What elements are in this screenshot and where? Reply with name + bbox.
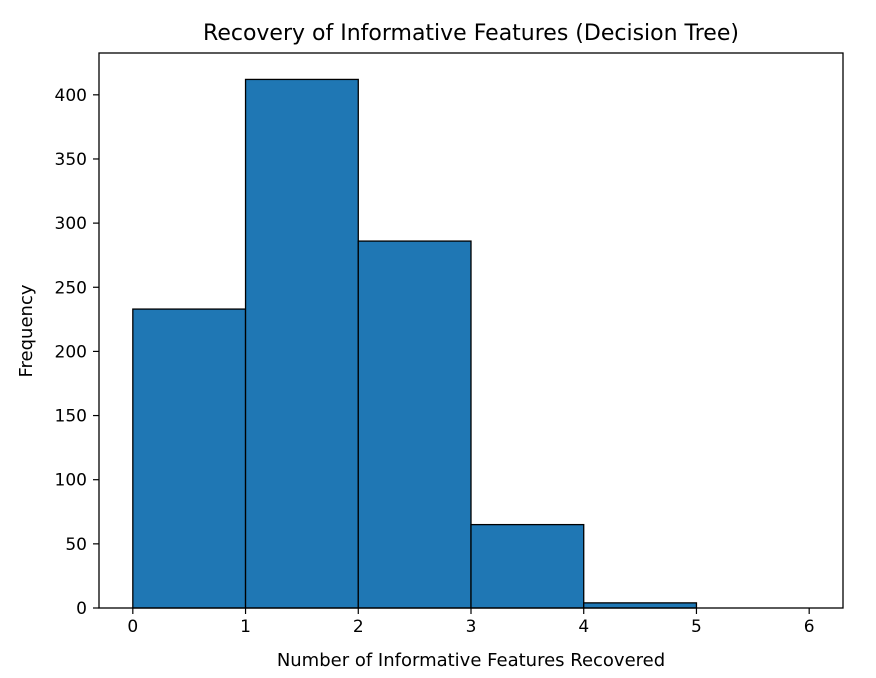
y-tick-label: 200	[55, 342, 87, 362]
y-tick-label: 50	[65, 535, 87, 555]
x-tick-label: 4	[578, 617, 589, 637]
y-tick-label: 250	[55, 278, 87, 298]
histogram-bar	[357, 240, 472, 609]
x-tick-label: 5	[691, 617, 702, 637]
y-axis-ticks: 0 50 100 150 200 250 300 350 400	[55, 86, 99, 619]
x-tick-label: 1	[240, 617, 251, 637]
histogram-bar	[470, 523, 585, 609]
y-tick-label: 150	[55, 407, 87, 427]
x-axis-label: Number of Informative Features Recovered	[277, 650, 665, 671]
y-axis-label: Frequency	[16, 284, 37, 377]
x-tick-label: 6	[804, 617, 815, 637]
x-tick-label: 3	[466, 617, 477, 637]
y-tick-label: 300	[55, 214, 87, 234]
y-tick-label: 400	[55, 86, 87, 106]
bars-group	[132, 78, 698, 609]
y-tick-label: 0	[76, 599, 87, 619]
x-axis-ticks: 0 1 2 3 4 5 6	[127, 608, 815, 637]
x-tick-label: 0	[127, 617, 138, 637]
chart-title: Recovery of Informative Features (Decisi…	[203, 21, 739, 46]
histogram-bar	[244, 78, 359, 609]
y-tick-label: 350	[55, 150, 87, 170]
y-tick-label: 100	[55, 471, 87, 491]
x-tick-label: 2	[353, 617, 364, 637]
histogram-bar	[583, 602, 698, 609]
histogram-bar	[132, 308, 247, 609]
